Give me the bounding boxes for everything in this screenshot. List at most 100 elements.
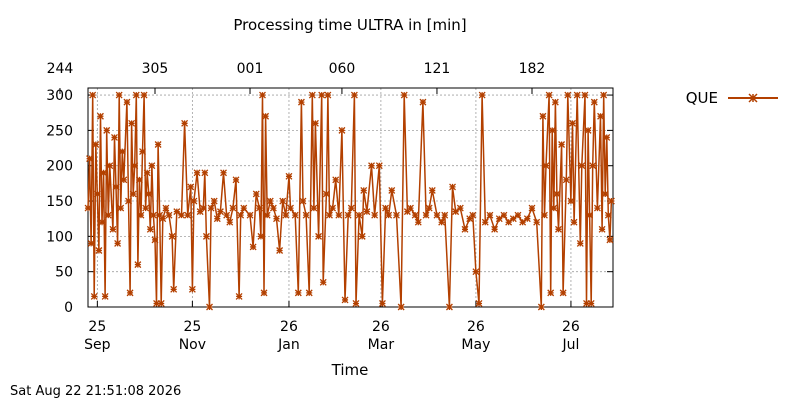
y-tick-label: 100 <box>46 229 73 245</box>
data-point-que <box>255 204 263 212</box>
data-point-que <box>382 204 390 212</box>
data-point-que <box>347 204 355 212</box>
data-point-que <box>299 197 307 205</box>
data-point-que <box>100 169 108 177</box>
data-point-que <box>528 204 536 212</box>
data-point-que <box>282 211 290 219</box>
top-tick-label: 182 <box>519 61 546 77</box>
data-point-que <box>403 208 411 216</box>
data-point-que <box>93 190 101 198</box>
legend-swatch-que <box>728 93 778 103</box>
data-point-que <box>478 91 486 99</box>
data-point-que <box>252 190 260 198</box>
data-point-que <box>140 91 148 99</box>
data-point-que <box>157 300 165 307</box>
data-point-que <box>86 155 94 163</box>
data-point-que <box>220 169 227 177</box>
data-point-que <box>419 98 427 106</box>
data-point-que <box>519 218 527 226</box>
data-point-que <box>466 215 474 223</box>
data-point-que <box>216 208 224 216</box>
data-point-que <box>269 204 277 212</box>
data-point-que <box>202 232 210 240</box>
data-point-que <box>156 211 164 219</box>
data-point-que <box>514 211 522 219</box>
data-point-que <box>363 208 371 216</box>
data-point-que <box>240 204 248 212</box>
data-point-que <box>425 204 433 212</box>
data-point-que <box>92 141 100 148</box>
data-point-que <box>326 211 333 219</box>
y-tick-label: 50 <box>55 265 73 281</box>
data-point-que <box>257 232 265 240</box>
data-point-que <box>87 239 95 247</box>
data-point-que <box>441 211 449 219</box>
data-point-que <box>308 91 316 99</box>
x-tick-label-day: 26 <box>280 319 298 335</box>
data-point-que <box>125 197 132 205</box>
data-point-que <box>190 197 198 205</box>
data-point-que <box>567 197 575 205</box>
data-point-que <box>335 211 343 219</box>
data-point-que <box>344 211 352 219</box>
data-point-que <box>433 211 441 219</box>
data-point-que <box>469 211 477 219</box>
top-tick-label: 060 <box>329 61 356 77</box>
data-point-que <box>586 211 594 219</box>
data-point-que <box>120 176 128 184</box>
data-point-que <box>570 218 578 226</box>
data-point-que <box>128 119 136 127</box>
data-point-que <box>123 98 131 106</box>
data-point-que <box>154 141 162 148</box>
data-point-que <box>600 91 608 99</box>
data-point-que <box>101 292 109 300</box>
data-point-que <box>111 133 118 141</box>
data-point-que <box>590 98 598 106</box>
data-point-que <box>593 204 601 212</box>
data-point-que <box>97 112 104 120</box>
data-point-que <box>428 186 436 194</box>
data-point-que <box>297 98 305 106</box>
data-point-que <box>545 91 553 99</box>
data-point-que <box>305 289 313 297</box>
data-point-que <box>360 186 368 194</box>
data-point-que <box>237 211 245 219</box>
data-point-que <box>115 91 123 99</box>
data-point-que <box>246 211 254 219</box>
data-point-que <box>126 289 134 297</box>
data-point-que <box>551 98 559 106</box>
data-point-que <box>558 141 566 148</box>
data-point-que <box>329 204 337 212</box>
chart-title: Processing time ULTRA in [min] <box>233 16 466 34</box>
data-point-que <box>456 204 464 212</box>
data-point-que <box>135 176 143 184</box>
data-point-que <box>589 162 597 170</box>
data-point-que <box>259 91 266 99</box>
data-point-que <box>168 232 176 240</box>
data-point-que <box>324 91 332 99</box>
data-point-que <box>397 303 405 311</box>
data-point-que <box>103 126 111 134</box>
data-point-que <box>151 236 159 244</box>
data-point-que <box>604 211 612 219</box>
data-point-que <box>569 119 576 127</box>
data-point-que <box>170 285 178 293</box>
data-point-que <box>547 289 555 297</box>
data-point-que <box>276 247 284 254</box>
data-point-que <box>601 190 609 198</box>
y-tick-label: 0 <box>64 300 73 316</box>
data-point-que <box>597 112 604 120</box>
data-point-que <box>235 292 243 300</box>
top-tick-label: 121 <box>424 61 451 77</box>
data-point-que <box>606 236 614 244</box>
data-point-que <box>287 204 294 212</box>
data-point-que <box>229 204 237 212</box>
data-point-que <box>149 211 157 219</box>
data-point-que <box>385 211 393 219</box>
data-point-que <box>139 148 146 156</box>
data-point-que <box>193 169 201 177</box>
y-axis-ticks: 0 50 100 150 200 250 300 <box>46 88 613 316</box>
x-tick-label-month: Jan <box>277 337 300 353</box>
data-point-que <box>146 225 154 233</box>
